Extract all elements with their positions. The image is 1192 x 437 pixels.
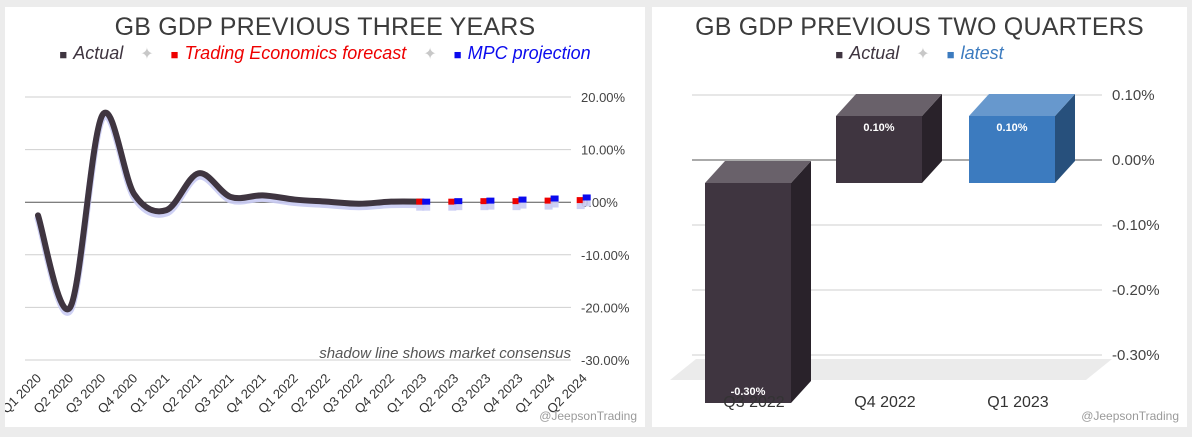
bar-top-face [969, 94, 1075, 116]
legend-separator-icon: ✦ [423, 46, 437, 63]
bar-side-face [1055, 94, 1075, 183]
legend-label-mpc: MPC projection [467, 43, 591, 63]
mpc-projection-point [518, 196, 527, 203]
credit-label: @JeepsonTrading [539, 409, 637, 423]
legend-swatch-actual: ■ [835, 47, 844, 62]
y-tick-label: -30.00% [581, 353, 630, 368]
y-tick-label: 0.00% [1112, 152, 1155, 169]
mpc-projection-point [454, 198, 463, 205]
forecast-point [416, 198, 425, 205]
consensus-shadow-mark [582, 200, 591, 207]
y-tick-label: -0.30% [1112, 347, 1160, 364]
chart-legend: ■ Actual ✦ ■ latest [652, 43, 1187, 64]
bar [836, 116, 922, 183]
x-tick-label: Q4 2022 [854, 394, 915, 411]
forecast-point [512, 198, 521, 205]
y-tick-label: 20.00% [581, 90, 626, 105]
bar-top-face [836, 94, 942, 116]
y-tick-label: 10.00% [581, 143, 626, 158]
bar-side-face [791, 161, 811, 403]
legend-swatch-latest: ■ [946, 47, 955, 62]
y-tick-label: -20.00% [581, 300, 630, 315]
consensus-shadow-mark [454, 204, 463, 211]
bar-data-label: 0.10% [996, 122, 1027, 134]
bar-side-face [922, 94, 942, 183]
bar-top-face [705, 161, 811, 183]
annotation-text: shadow line shows market consensus [319, 345, 571, 362]
consensus-shadow-mark [550, 201, 559, 208]
y-tick-label: -0.20% [1112, 282, 1160, 299]
legend-label-latest: latest [960, 43, 1004, 63]
legend-swatch-actual: ■ [59, 47, 68, 62]
x-tick-label: Q3 2022 [723, 394, 784, 411]
consensus-shadow-mark [576, 203, 585, 210]
consensus-shadow-mark [448, 204, 457, 211]
consensus-shadow-mark [422, 204, 431, 211]
legend-swatch-forecast: ■ [170, 47, 179, 62]
chart-title: GB GDP PREVIOUS TWO QUARTERS [695, 13, 1144, 41]
legend-swatch-mpc: ■ [453, 47, 462, 62]
forecast-point [448, 198, 457, 205]
bar-data-label: 0.10% [863, 122, 894, 134]
mpc-projection-point [486, 197, 495, 204]
credit-label: @JeepsonTrading [1081, 409, 1179, 423]
mpc-projection-point [582, 194, 591, 201]
mpc-projection-point [550, 195, 559, 202]
legend-label-actual: Actual [849, 43, 900, 63]
bar-chart-plot: 0.10%0.00%-0.10%-0.20%-0.30%-0.30%Q3 202… [670, 87, 1160, 411]
mpc-projection-point [422, 198, 431, 205]
bar-data-label: -0.30% [731, 386, 766, 398]
legend-separator-icon: ✦ [140, 46, 154, 63]
consensus-shadow-mark [518, 202, 527, 209]
consensus-shadow-mark [512, 204, 521, 211]
y-tick-label: -0.10% [1112, 217, 1160, 234]
consensus-shadow-mark [486, 203, 495, 210]
chart-title: GB GDP PREVIOUS THREE YEARS [114, 13, 536, 41]
consensus-shadow-mark [480, 204, 489, 211]
y-tick-label: 0.10% [1112, 87, 1155, 104]
bar [705, 183, 791, 403]
y-tick-label: -10.00% [581, 248, 630, 263]
x-tick-label: Q1 2023 [987, 394, 1048, 411]
forecast-point [544, 197, 553, 204]
legend-separator-icon: ✦ [916, 46, 930, 63]
forecast-point [480, 198, 489, 205]
line-chart-plot: 20.00%10.00%0.00%-10.00%-20.00%-30.00%Q1… [5, 90, 630, 416]
bar [969, 116, 1055, 183]
legend-label-forecast: Trading Economics forecast [184, 43, 407, 63]
legend-label-actual: Actual [73, 43, 124, 63]
consensus-shadow-mark [416, 204, 425, 211]
three-year-chart-panel: GB GDP PREVIOUS THREE YEARS ■ Actual ✦ ■ T… [5, 7, 645, 427]
chart-legend: ■ Actual ✦ ■ Trading Economics forecast ✦ … [5, 43, 645, 64]
two-quarter-chart-panel: GB GDP PREVIOUS TWO QUARTERS ■ Actual ✦ ■… [652, 7, 1187, 427]
forecast-point [576, 197, 585, 204]
consensus-shadow-mark [544, 203, 553, 210]
actual-series-line [35, 109, 427, 313]
